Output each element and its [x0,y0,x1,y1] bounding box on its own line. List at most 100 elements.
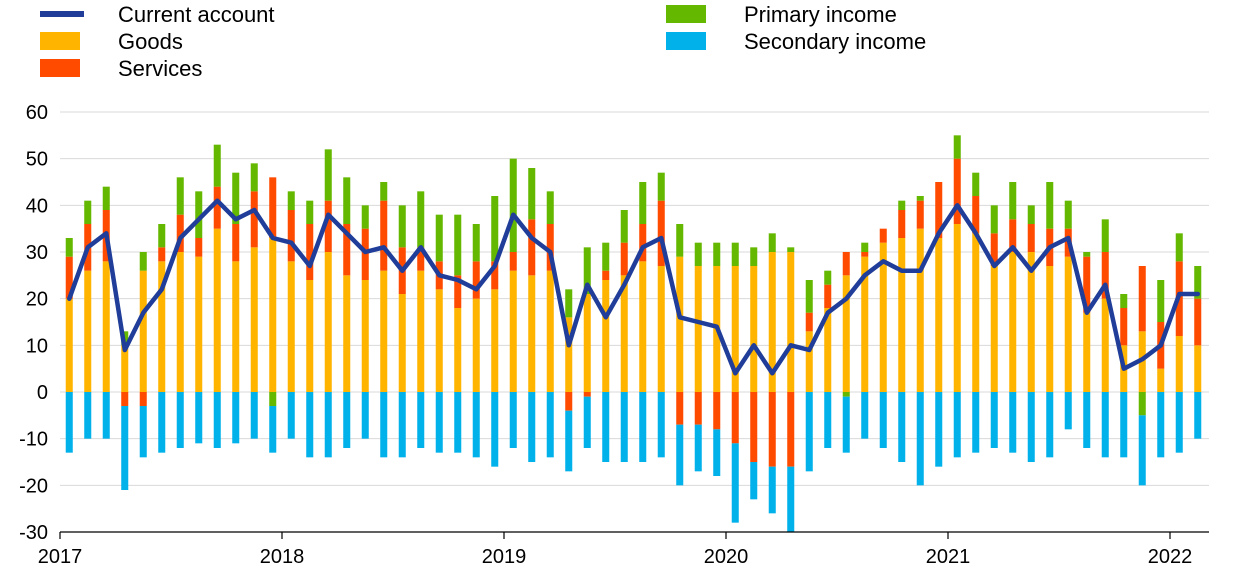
bar-primary-income [916,196,924,201]
bar-primary-income [472,224,480,262]
bar-services [657,200,665,266]
bar-secondary-income [916,392,924,486]
bar-secondary-income [639,392,647,462]
bar-goods [935,238,943,392]
bar-primary-income [84,200,92,224]
bar-primary-income [454,214,462,276]
bar-secondary-income [1046,392,1054,458]
bar-services [879,228,887,243]
bar-secondary-income [195,392,203,444]
current-account-line [67,198,1201,376]
bar-goods [121,345,129,392]
bar-goods [139,270,147,392]
bar-secondary-income [102,392,110,439]
bar-secondary-income [1157,392,1165,458]
bar-primary-income [953,135,961,159]
bar-primary-income [1138,392,1146,416]
bar-goods [731,266,739,392]
bar-goods [158,261,166,392]
bar-secondary-income [380,392,388,458]
bar-secondary-income [509,392,517,448]
bar-secondary-income [676,424,684,486]
bar-primary-income [269,392,277,406]
bar-services [990,233,998,266]
bar-services [1009,219,1017,252]
bar-services [343,224,351,276]
bar-primary-income [1157,280,1165,322]
bar-primary-income [546,191,554,224]
bar-services [324,200,332,252]
bar-secondary-income [139,406,147,458]
bar-primary-income [417,191,425,248]
bar-services [639,224,647,262]
bar-secondary-income [528,392,536,462]
bar-goods [102,261,110,392]
bar-primary-income [435,214,443,262]
bar-goods [879,242,887,392]
bar-secondary-income [879,392,887,448]
bar-services [676,392,684,425]
bar-primary-income [102,186,110,210]
bar-services [805,312,813,332]
bar-secondary-income [1101,392,1109,458]
y-tick-label: 60 [26,102,48,124]
legend-swatch-current-account [40,11,84,17]
bar-primary-income [232,172,240,224]
bar-secondary-income [65,392,73,453]
bar-primary-income [1046,182,1054,229]
bar-primary-income [509,158,517,252]
bar-primary-income [65,238,73,257]
bar-primary-income [528,168,536,220]
bar-services [583,392,591,397]
bar-secondary-income [269,406,277,453]
bar-secondary-income [731,443,739,523]
bar-goods [1046,266,1054,392]
bar-secondary-income [306,392,314,458]
bar-secondary-income [787,466,795,532]
x-tick-label: 2021 [926,546,971,568]
legend-swatch-primary-income [666,5,706,23]
bar-primary-income [565,289,573,318]
bar-primary-income [583,247,591,294]
bar-secondary-income [990,392,998,448]
x-tick-label: 2022 [1148,546,1193,568]
bar-services [861,252,869,257]
bar-services [750,392,758,462]
bar-secondary-income [768,466,776,514]
bar-primary-income [842,392,850,397]
bar-services [953,158,961,224]
bar-services [176,214,184,252]
bar-secondary-income [1009,392,1017,453]
bar-secondary-income [620,392,628,462]
bar-services [565,392,573,411]
legend-swatch-secondary-income [666,32,706,50]
bar-goods [916,228,924,392]
bar-secondary-income [805,392,813,472]
bar-secondary-income [84,392,92,439]
bar-primary-income [176,177,184,215]
bar-secondary-income [1138,415,1146,486]
bar-primary-income [343,177,351,224]
bar-services [1083,256,1091,313]
bar-goods [1175,336,1183,392]
bar-goods [694,266,702,392]
bar-secondary-income [361,392,369,439]
bar-goods [990,266,998,392]
bar-primary-income [1120,294,1128,308]
bar-services [417,247,425,271]
bar-goods [306,280,314,392]
bar-goods [1157,368,1165,392]
bar-primary-income [1009,182,1017,220]
bar-goods [602,280,610,392]
bar-primary-income [1194,266,1202,299]
bar-goods [1194,345,1202,392]
bar-primary-income [750,247,758,266]
bar-services [787,392,795,467]
current-account-line-group [67,198,1201,376]
bar-goods [953,224,961,392]
bar-primary-income [972,172,980,196]
bar-services [121,392,129,406]
bar-services [972,196,980,234]
bar-primary-income [787,247,795,252]
